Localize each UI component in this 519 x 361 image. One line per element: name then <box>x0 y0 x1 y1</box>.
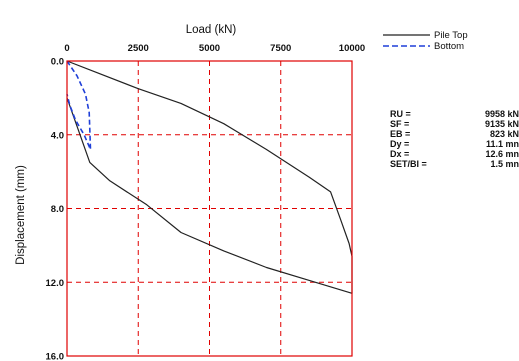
y-tick-label: 8.0 <box>51 204 64 215</box>
result-row-eb: EB = 823 kN <box>390 129 519 139</box>
result-value: 11.1 mn <box>485 139 519 149</box>
result-value: 823 kN <box>489 129 519 139</box>
x-tick-label: 10000 <box>339 43 365 54</box>
grid-lines <box>67 61 352 356</box>
y-axis-title: Displacement (mm) <box>15 165 27 265</box>
result-label: EB = <box>390 129 411 139</box>
result-label: RU = <box>390 109 411 119</box>
result-label: SET/BI = <box>390 159 427 169</box>
data-series <box>66 60 353 294</box>
result-row-sf: SF = 9135 kN <box>390 119 519 129</box>
result-row-dy: Dy = 11.1 mn <box>390 139 519 149</box>
y-tick-label: 4.0 <box>51 130 64 141</box>
result-row-dx: Dx = 12.6 mn <box>390 149 519 159</box>
x-tick-label: 2500 <box>128 43 149 54</box>
x-tick-label: 7500 <box>270 43 291 54</box>
legend: Pile Top Bottom <box>383 30 468 52</box>
result-row-ru: RU = 9958 kN <box>390 109 519 119</box>
result-row-set-bi: SET/BI = 1.5 mn <box>390 159 519 169</box>
result-value: 9135 kN <box>484 119 519 129</box>
series-line-pile-top <box>66 60 353 294</box>
result-label: SF = <box>390 119 410 129</box>
result-value: 1.5 mn <box>490 159 519 169</box>
result-value: 12.6 mn <box>485 149 519 159</box>
legend-label-bottom: Bottom <box>434 41 464 52</box>
result-label: Dx = <box>390 149 410 159</box>
series-line-bottom <box>66 60 92 151</box>
results-panel: RU = 9958 kN SF = 9135 kN EB = 823 kN Dy… <box>390 109 519 169</box>
tick-labels: 0 2500 5000 7500 10000 0.0 4.0 8.0 12.0 16.0 <box>46 43 366 361</box>
y-tick-label: 16.0 <box>46 352 65 361</box>
x-tick-label: 0 <box>64 43 69 54</box>
y-tick-label: 12.0 <box>46 278 65 289</box>
x-tick-label: 5000 <box>199 43 220 54</box>
legend-label-pile-top: Pile Top <box>434 30 468 41</box>
result-value: 9958 kN <box>484 109 519 119</box>
y-tick-label: 0.0 <box>51 57 64 68</box>
plot-frame <box>66 60 353 357</box>
x-axis-title: Load (kN) <box>186 24 237 36</box>
result-label: Dy = <box>390 139 410 149</box>
